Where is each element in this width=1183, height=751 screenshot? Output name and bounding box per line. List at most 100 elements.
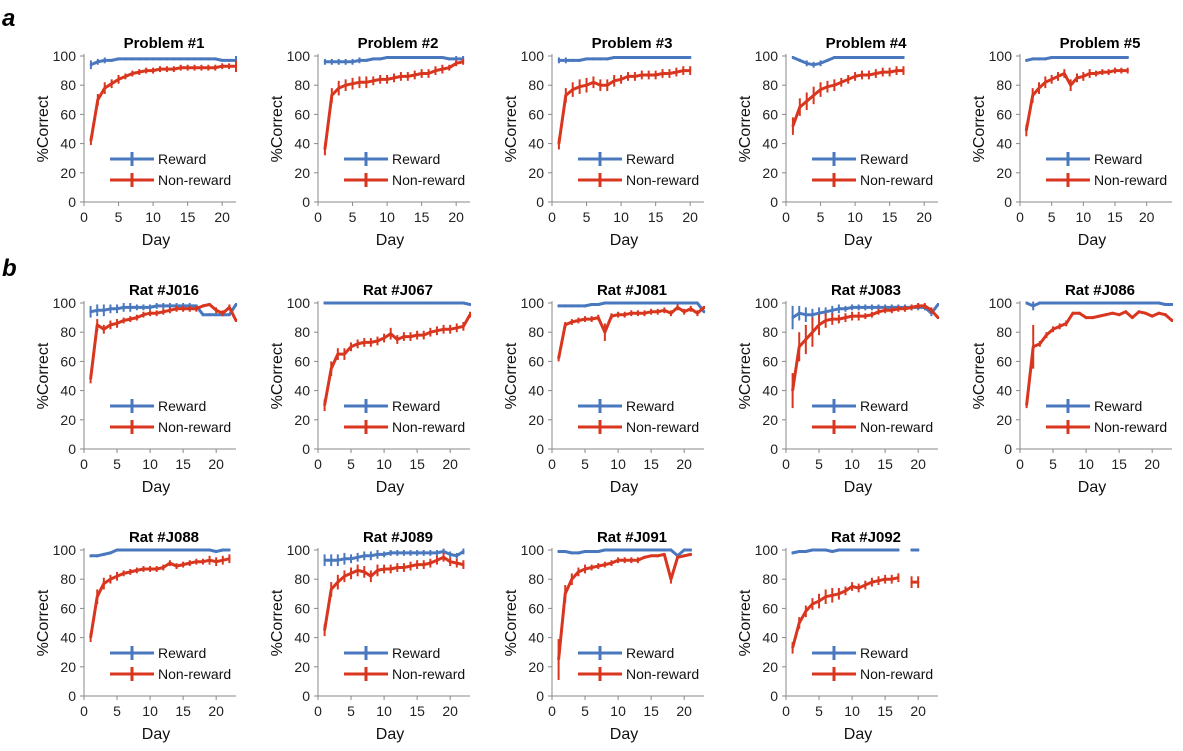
legend-item-non-reward: Non-reward [578, 172, 699, 188]
x-tick-label: 10 [376, 456, 392, 472]
data-point [193, 66, 196, 69]
legend-item-reward: Reward [344, 151, 440, 167]
data-point [890, 548, 893, 552]
data-point [1131, 301, 1134, 305]
y-tick-label: 0 [302, 688, 310, 704]
data-point [336, 352, 340, 356]
data-point [682, 548, 686, 552]
data-point [389, 332, 392, 335]
x-tick-label: 10 [847, 209, 863, 225]
chart-panel: Rat #J088 0 20 40 60 80 100 0 5 10 15 20 Day %Correct… [35, 529, 236, 743]
y-tick-label: 60 [528, 106, 544, 122]
y-axis-label: %Correct [737, 95, 754, 162]
data-point [890, 309, 893, 312]
data-point [413, 56, 416, 59]
data-point [186, 57, 189, 61]
data-point [455, 561, 458, 565]
data-point [129, 317, 132, 321]
y-tick-label: 20 [762, 165, 778, 181]
data-point [336, 301, 340, 305]
y-tick-label: 60 [60, 106, 76, 122]
legend-item-reward: Reward [110, 151, 206, 167]
data-point [96, 595, 99, 598]
data-point [897, 307, 900, 311]
legend-item-non-reward: Non-reward [578, 419, 699, 435]
data-point [577, 551, 580, 555]
legend-label: Non-reward [860, 666, 933, 682]
y-tick-label: 0 [770, 688, 778, 704]
data-point [643, 301, 646, 305]
data-point [578, 59, 581, 62]
y-tick-label: 80 [762, 324, 778, 340]
data-point [603, 563, 607, 566]
data-point [1075, 56, 1079, 59]
data-point [606, 84, 609, 87]
data-point [96, 60, 100, 64]
data-point [630, 548, 633, 552]
data-point [798, 345, 801, 348]
data-point [195, 560, 198, 563]
data-point [676, 556, 679, 559]
data-point [663, 309, 666, 312]
data-point [208, 548, 211, 552]
series-non-reward [89, 303, 238, 384]
panel-label-a: a [2, 5, 15, 32]
data-point [585, 57, 588, 61]
x-tick-label: 5 [581, 703, 589, 719]
data-point [1120, 69, 1123, 72]
data-point [102, 309, 106, 312]
chart-panel: Rat #J083 0 20 40 60 80 100 0 5 10 15 20 Day %Correct… [737, 282, 940, 496]
series-line [323, 313, 472, 406]
data-point [633, 75, 637, 78]
data-point [647, 73, 650, 77]
series-non-reward [89, 554, 231, 642]
data-point [337, 60, 340, 64]
x-tick-label: 5 [347, 456, 355, 472]
data-point [895, 56, 898, 59]
data-point [583, 317, 587, 321]
x-tick-label: 5 [1049, 456, 1057, 472]
data-point [124, 75, 127, 78]
data-point [1025, 404, 1028, 407]
data-point [358, 81, 361, 84]
data-point [175, 307, 178, 311]
y-tick-label: 20 [528, 412, 544, 428]
series-line [89, 64, 236, 141]
x-tick-label: 0 [80, 456, 88, 472]
data-point [406, 56, 410, 59]
legend-label: Non-reward [626, 172, 699, 188]
data-point [791, 124, 795, 128]
data-point [372, 79, 375, 83]
data-point [369, 554, 373, 558]
data-point [330, 94, 334, 97]
data-point [415, 333, 419, 337]
data-point [96, 309, 99, 312]
data-point [1117, 313, 1121, 316]
data-point [188, 561, 191, 565]
data-point [89, 554, 92, 558]
y-tick-label: 60 [762, 353, 778, 369]
data-point [623, 313, 626, 316]
data-point [162, 304, 165, 308]
data-point [382, 553, 386, 556]
chart-panel: Problem #5 0 20 40 60 80 100 0 5 10 15 20 Day %Correc… [971, 35, 1172, 249]
y-tick-label: 100 [53, 295, 77, 311]
x-tick-label: 10 [610, 703, 626, 719]
legend-label: Non-reward [860, 419, 933, 435]
data-point [356, 342, 359, 346]
data-point [1098, 314, 1101, 318]
data-point [1063, 56, 1066, 59]
y-tick-label: 0 [1004, 441, 1012, 457]
y-tick-label: 40 [294, 630, 310, 646]
x-tick-label: 10 [376, 703, 392, 719]
data-point [179, 66, 182, 69]
y-axis-label: %Correct [503, 342, 520, 409]
data-point [668, 72, 671, 75]
data-point [1025, 59, 1028, 62]
data-point [649, 301, 653, 305]
x-tick-label: 0 [548, 703, 556, 719]
y-tick-label: 100 [989, 48, 1013, 64]
data-point [791, 389, 794, 392]
data-point [564, 323, 567, 327]
data-point [1044, 57, 1047, 61]
